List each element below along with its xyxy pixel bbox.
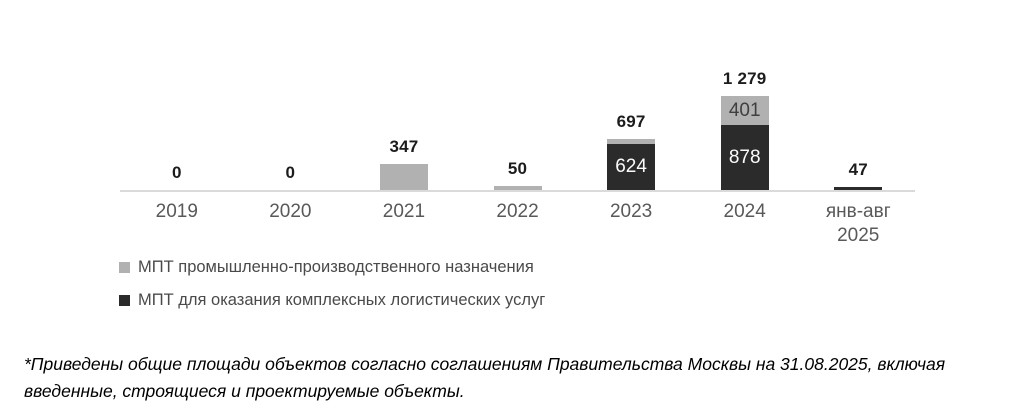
x-axis-tick-label: янв-авг 2025 — [825, 201, 891, 246]
bar-stack — [379, 164, 428, 190]
bar-total-label: 0 — [171, 163, 182, 182]
bar-total-label: 1 279 — [722, 69, 767, 88]
bar-segment: 878 — [720, 125, 769, 190]
x-axis-tick-label: 2020 — [269, 201, 312, 222]
x-axis-tick-label: 2022 — [496, 201, 539, 222]
bar-segment-label: 624 — [615, 156, 647, 177]
bar-stack: 624 — [607, 139, 656, 190]
bar-total-label: 50 — [507, 159, 528, 178]
bar-segment-label: 878 — [728, 146, 761, 168]
chart-column: 47 — [801, 160, 915, 190]
bar-segment — [607, 139, 656, 144]
legend-item-industrial: МПТ промышленно-производственного назнач… — [119, 258, 545, 277]
x-axis-labels: 2019 2020 2021 2022 2023 2024 янв-авг 2025 — [120, 200, 915, 248]
bar-segment: 624 — [607, 144, 656, 190]
x-axis-tick-label: 2024 — [723, 201, 766, 222]
bar-segment — [834, 187, 883, 190]
bar-segment — [379, 164, 428, 190]
legend: МПТ промышленно-производственного назнач… — [119, 258, 545, 324]
legend-swatch-dark-icon — [119, 295, 130, 306]
chart-column: 50 — [461, 159, 575, 190]
legend-label-industrial: МПТ промышленно-производственного назнач… — [138, 258, 534, 276]
bar-total-label: 697 — [616, 112, 646, 131]
bar-stack — [834, 187, 883, 190]
stacked-bar-chart: 0 0 347 50 697 624 1 279 401 878 47 2019 2020 2021 2… — [120, 0, 915, 248]
plot-area: 0 0 347 50 697 624 1 279 401 878 47 — [120, 0, 915, 192]
x-axis-tick-label: 2023 — [609, 201, 653, 222]
bar-segment — [493, 186, 542, 190]
bar-total-label: 347 — [389, 137, 419, 156]
bar-segment-label: 401 — [728, 99, 761, 121]
x-axis-tick-label: 2021 — [382, 201, 426, 222]
chart-column: 0 — [120, 163, 234, 190]
chart-column: 697 624 — [574, 112, 688, 190]
legend-item-logistics: МПТ для оказания комплексных логистическ… — [119, 291, 545, 310]
chart-column: 347 — [347, 137, 461, 190]
bar-stack — [493, 186, 542, 190]
chart-column: 1 279 401 878 — [688, 69, 802, 190]
legend-label-logistics: МПТ для оказания комплексных логистическ… — [138, 291, 546, 309]
bar-total-label: 47 — [848, 160, 868, 179]
bar-stack: 401 878 — [720, 96, 769, 190]
legend-swatch-gray-icon — [119, 262, 130, 273]
bar-segment: 401 — [720, 96, 769, 125]
footnote: *Приведены общие площади объектов соглас… — [24, 354, 946, 402]
chart-column: 0 — [234, 163, 348, 190]
x-axis-tick-label: 2019 — [155, 201, 198, 222]
bar-total-label: 0 — [285, 163, 296, 182]
